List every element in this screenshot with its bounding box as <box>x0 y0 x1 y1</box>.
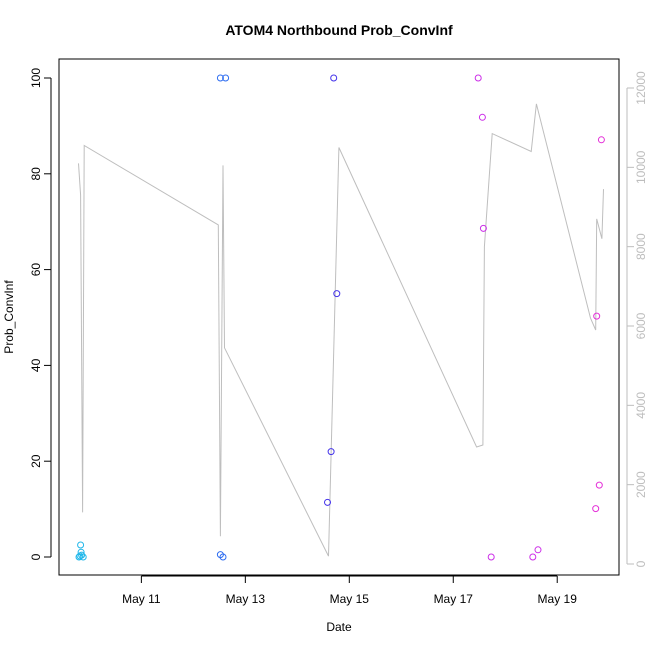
data-point <box>474 74 482 82</box>
data-point <box>327 448 335 456</box>
y2-tick-label: 10000 <box>634 150 648 184</box>
y2-tick-label: 4000 <box>634 392 648 419</box>
y-tick-label: 100 <box>29 68 43 88</box>
data-point <box>592 505 600 513</box>
y-tick-label: 60 <box>29 263 43 277</box>
x-axis-label: Date <box>326 620 352 634</box>
plot-frame <box>58 58 620 576</box>
y2-tick-label: 6000 <box>634 312 648 339</box>
data-point <box>333 290 341 298</box>
y-tick-label: 80 <box>29 167 43 181</box>
chart-title: ATOM4 Northbound Prob_ConvInf <box>225 22 453 38</box>
data-point <box>222 74 230 82</box>
data-point <box>593 312 601 320</box>
x-tick-label: May 15 <box>330 592 370 606</box>
y2-tick-label: 2000 <box>634 471 648 498</box>
x-tick-label: May 13 <box>226 592 266 606</box>
y2-tick-label: 8000 <box>634 233 648 260</box>
y-tick-label: 0 <box>29 553 43 560</box>
y-axis-left: 0 20 40 60 80 100 <box>29 68 52 560</box>
points-layer <box>75 74 605 561</box>
x-tick-label: May 17 <box>434 592 474 606</box>
x-tick-label: May 19 <box>538 592 578 606</box>
data-point <box>597 136 605 144</box>
y-tick-label: 20 <box>29 454 43 468</box>
data-point <box>529 553 537 561</box>
y2-tick-label: 12000 <box>634 71 648 105</box>
price-line <box>78 103 604 557</box>
y-axis-label: Prob_ConvInf <box>2 280 16 354</box>
data-point <box>76 552 84 560</box>
data-point <box>77 541 85 549</box>
data-point <box>487 553 495 561</box>
y2-tick-label: 0 <box>634 560 648 567</box>
y-tick-label: 40 <box>29 358 43 372</box>
data-point <box>219 553 227 561</box>
x-tick-label: May 11 <box>122 592 161 606</box>
x-axis: May 11 May 13 May 15 May 17 May 19 <box>122 575 578 606</box>
data-point <box>478 113 486 121</box>
data-point <box>534 546 542 554</box>
data-point <box>216 74 224 82</box>
data-point <box>479 224 487 232</box>
price-line-layer <box>78 103 604 557</box>
data-point <box>595 481 603 489</box>
data-point <box>324 498 331 506</box>
data-point <box>79 553 87 561</box>
y-axis-right: 0 2000 4000 6000 8000 10000 12000 <box>626 71 648 567</box>
data-point <box>330 74 338 82</box>
data-point <box>75 553 83 561</box>
